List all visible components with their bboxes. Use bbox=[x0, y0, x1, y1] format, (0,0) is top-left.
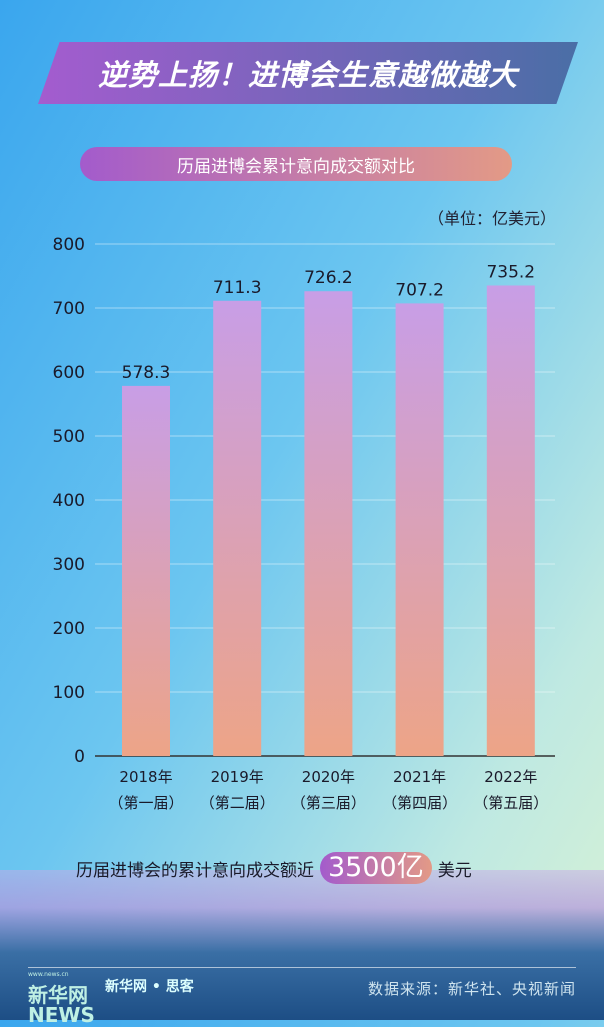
data-source: 数据来源：新华社、央视新闻 bbox=[367, 980, 576, 998]
brand-label: 新华网 • 思客 bbox=[105, 979, 194, 995]
y-tick-label: 300 bbox=[53, 555, 85, 575]
unit-label: （单位：亿美元） bbox=[427, 209, 556, 228]
x-tick-label: 2020年 bbox=[302, 768, 355, 786]
data-label: 578.3 bbox=[122, 363, 171, 383]
x-tick-label: （第五届） bbox=[473, 794, 548, 812]
skyline-footer-background bbox=[0, 870, 604, 1020]
title-banner: 逆势上扬！进博会生意越做越大 bbox=[38, 42, 578, 104]
x-tick-label: （第四届） bbox=[382, 794, 457, 812]
summary-text: 历届进博会的累计意向成交额近 bbox=[76, 860, 314, 881]
y-tick-label: 500 bbox=[53, 427, 85, 447]
x-tick-label: （第三届） bbox=[291, 794, 366, 812]
bar bbox=[486, 285, 535, 756]
bar bbox=[304, 291, 353, 756]
bar-chart: 0 100 200 300 400 500 600 700 800 578.3 2018年 （第一届）… bbox=[53, 235, 555, 812]
bar bbox=[122, 385, 170, 756]
summary-highlight: 3500亿 bbox=[320, 852, 432, 884]
divider bbox=[28, 967, 576, 968]
y-tick-label: 400 bbox=[53, 491, 85, 511]
summary-suffix: 美元 bbox=[437, 860, 472, 881]
y-tick-label: 800 bbox=[53, 235, 85, 255]
x-tick-label: 2021年 bbox=[393, 768, 446, 786]
bar bbox=[213, 300, 262, 756]
y-tick-label: 600 bbox=[53, 363, 85, 383]
x-tick-label: （第一届） bbox=[108, 794, 183, 812]
y-tick-label: 0 bbox=[74, 747, 85, 767]
xinhuanet-logo: www.news.cn 新华网 NEWS bbox=[28, 971, 95, 1027]
data-label: 735.2 bbox=[486, 262, 535, 282]
x-tick-label: 2022年 bbox=[484, 768, 537, 786]
y-tick-label: 200 bbox=[53, 619, 85, 639]
data-label: 711.3 bbox=[213, 278, 262, 298]
x-tick-label: （第二届） bbox=[200, 794, 275, 812]
x-tick-label: 2019年 bbox=[211, 768, 264, 786]
page-title: 逆势上扬！进博会生意越做越大 bbox=[97, 58, 518, 92]
y-tick-label: 700 bbox=[53, 299, 85, 319]
bar bbox=[395, 303, 444, 756]
x-tick-label: 2018年 bbox=[119, 768, 172, 786]
data-label: 707.2 bbox=[395, 280, 444, 300]
data-label: 726.2 bbox=[304, 268, 353, 288]
y-tick-label: 100 bbox=[53, 683, 85, 703]
chart-title: 历届进博会累计意向成交额对比 bbox=[80, 147, 512, 181]
summary: 历届进博会的累计意向成交额近 3500亿 美元 bbox=[76, 852, 472, 884]
